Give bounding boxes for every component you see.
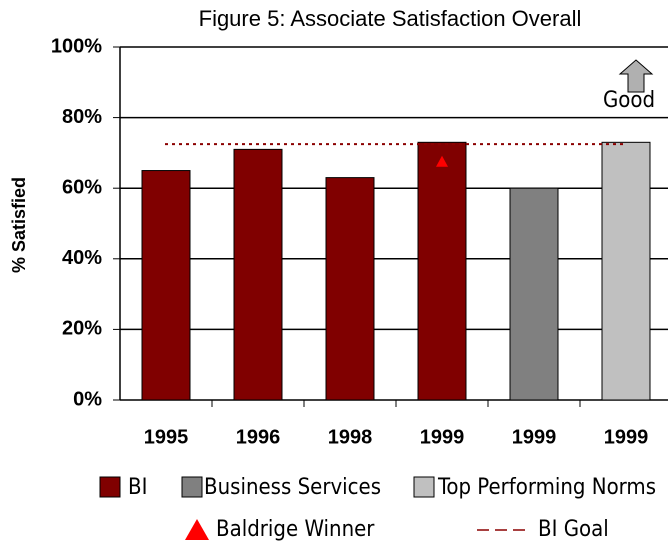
- x-tick-label: 1999: [420, 426, 465, 448]
- bar: [509, 187, 559, 401]
- x-tick-label: 1999: [604, 426, 649, 448]
- legend-marker: [185, 519, 209, 540]
- bar: [233, 148, 283, 401]
- y-tick-label: 0%: [73, 388, 102, 410]
- legend-label: Top Performing Norms: [437, 475, 656, 500]
- legend-label: BI: [128, 475, 147, 500]
- bar: [601, 141, 651, 401]
- x-tick-label: 1998: [328, 426, 373, 448]
- annotation: Good: [603, 88, 655, 113]
- bar: [325, 177, 375, 401]
- y-tick-label: 100%: [51, 35, 102, 57]
- chart-title: Figure 5: Associate Satisfaction Overall: [199, 6, 582, 31]
- y-tick-label: 40%: [62, 247, 102, 269]
- baldrige-marker: [436, 155, 448, 167]
- y-tick-label: 80%: [62, 106, 102, 128]
- y-tick-label: 60%: [62, 176, 102, 198]
- y-axis-title: % Satisfied: [9, 177, 29, 273]
- good-arrow: [618, 59, 654, 93]
- legend-swatch: [99, 476, 121, 498]
- x-tick-label: 1996: [236, 426, 281, 448]
- legend-label: Business Services: [204, 475, 381, 500]
- bar: [417, 141, 467, 401]
- legend-label: Baldrige Winner: [216, 517, 375, 542]
- y-tick-label: 20%: [62, 318, 102, 340]
- legend-swatch: [413, 476, 435, 498]
- legend-swatch: [181, 476, 203, 498]
- bar: [141, 170, 191, 401]
- legend-label: BI Goal: [538, 517, 609, 542]
- x-tick-label: 1995: [144, 426, 189, 448]
- x-tick-label: 1999: [512, 426, 557, 448]
